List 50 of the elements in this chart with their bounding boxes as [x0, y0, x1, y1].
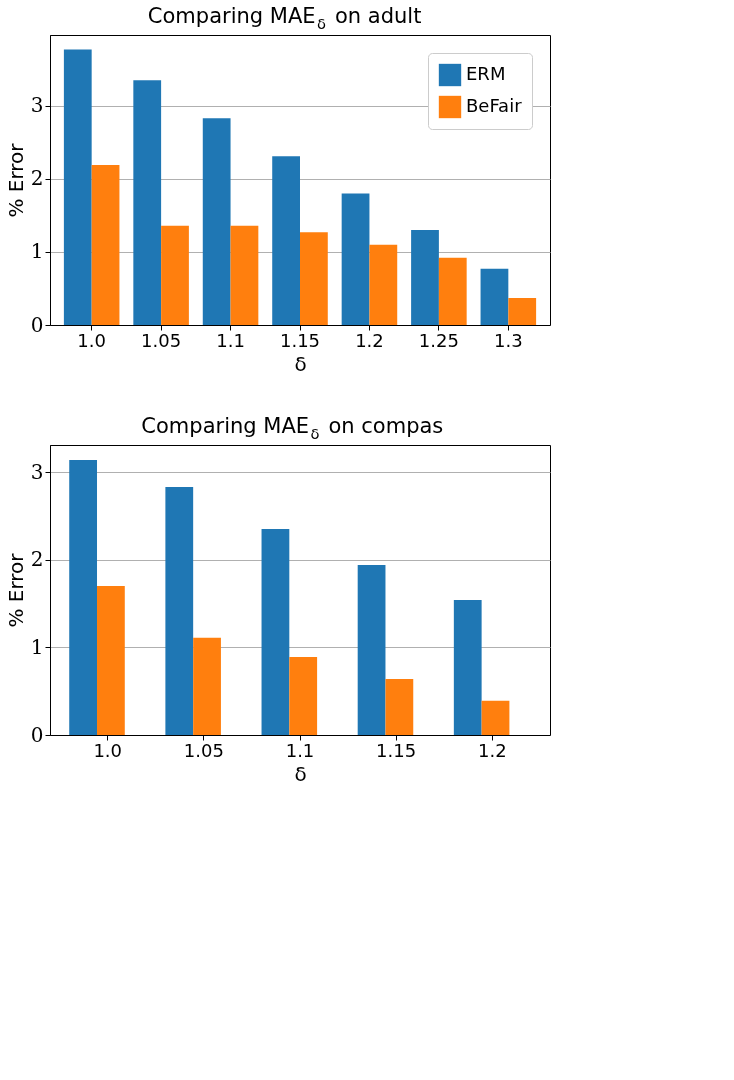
bar: [97, 586, 125, 735]
bar: [385, 678, 414, 735]
bar: [193, 637, 221, 735]
legend-label: BeFair: [466, 95, 523, 116]
bar: [289, 657, 318, 735]
bar: [453, 600, 482, 735]
bar: [480, 268, 509, 325]
y-tick-label: 1: [30, 239, 44, 264]
x-tick-label: 1.0: [93, 739, 123, 761]
x-tick-label: 1.05: [183, 739, 224, 761]
x-tick-label: 1.15: [279, 329, 321, 351]
legend-label: ERM: [466, 63, 506, 84]
y-axis-title: % Error: [3, 142, 28, 218]
bar: [63, 49, 92, 325]
bar: [481, 700, 510, 735]
x-tick-label: 1.1: [285, 739, 315, 761]
bar: [91, 165, 120, 325]
x-tick-label: 1.2: [355, 329, 384, 351]
y-tick-label: 1: [30, 634, 44, 659]
y-tick-label: 0: [30, 722, 44, 747]
y-tick-label: 2: [30, 547, 44, 572]
bar: [202, 118, 231, 325]
bar: [411, 230, 439, 325]
x-tick-label: 1.25: [418, 329, 459, 351]
y-axis-title: % Error: [3, 552, 28, 628]
bar: [369, 244, 398, 325]
bar: [69, 459, 98, 735]
x-tick-label: 1.1: [216, 329, 245, 351]
x-tick-label: 1.3: [494, 329, 523, 351]
bar: [341, 193, 370, 325]
x-tick-label: 1.05: [141, 329, 182, 351]
x-axis-title: δ: [294, 761, 307, 786]
bar: [357, 565, 386, 735]
bar: [161, 225, 189, 325]
x-tick-label: 1.0: [77, 329, 106, 351]
bar: [272, 156, 300, 325]
bar: [261, 529, 290, 735]
bar: [165, 487, 194, 735]
y-tick-label: 3: [30, 93, 44, 118]
bar: [133, 80, 162, 325]
bar: [230, 225, 259, 325]
x-tick-label: 1.2: [477, 739, 507, 761]
y-tick-label: 2: [30, 166, 44, 191]
bar: [438, 257, 467, 325]
bar: [300, 232, 328, 325]
x-axis-title: δ: [294, 351, 307, 376]
x-tick-label: 1.15: [376, 739, 417, 761]
bar: [508, 297, 537, 325]
y-tick-label: 3: [30, 459, 44, 484]
y-tick-label: 0: [30, 312, 44, 337]
